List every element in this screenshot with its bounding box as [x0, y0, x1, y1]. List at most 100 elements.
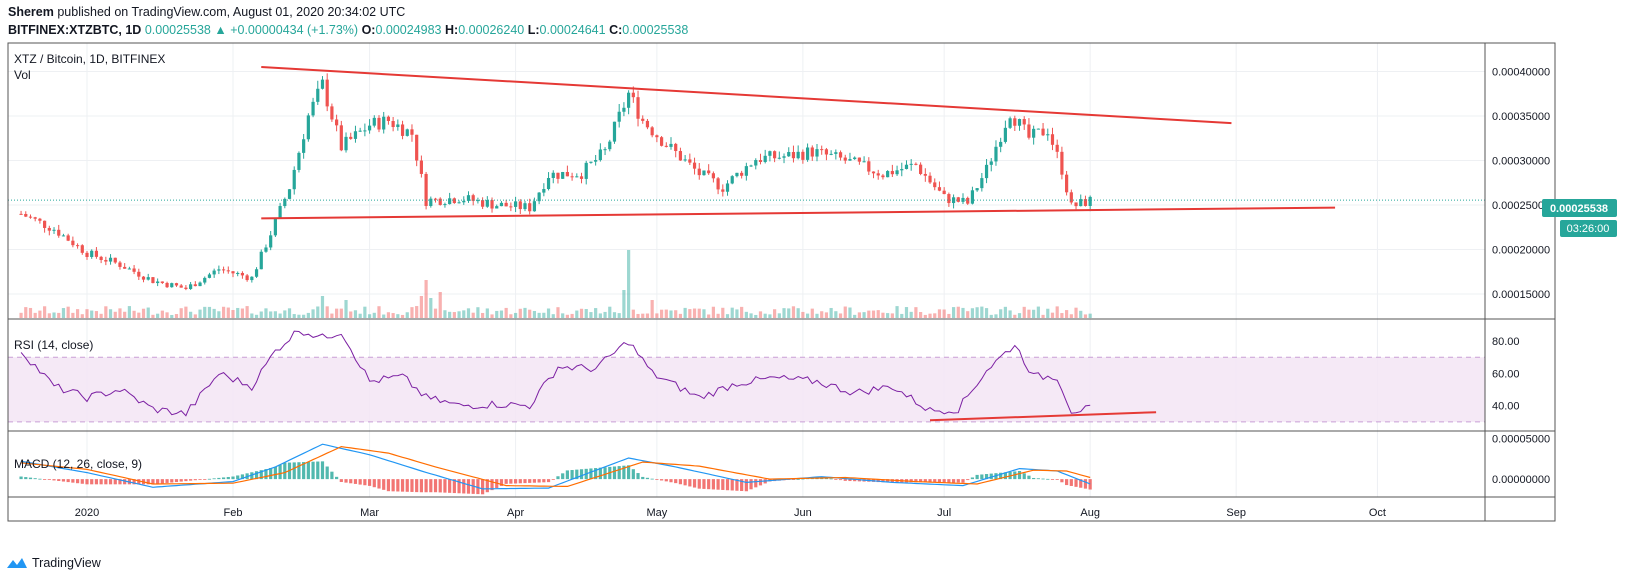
publisher-name[interactable]: Sherem — [8, 5, 54, 19]
candle-body-84 — [415, 134, 419, 161]
candle-body-4 — [38, 218, 42, 221]
candle-body-82 — [405, 129, 409, 136]
candle-body-227 — [1088, 196, 1092, 206]
candle-body-201 — [966, 197, 970, 204]
macd-hist-150 — [725, 479, 730, 491]
candle-body-80 — [396, 124, 400, 128]
macd-hist-123 — [598, 467, 602, 480]
macd-hist-122 — [594, 468, 598, 480]
macd-hist-75 — [372, 479, 376, 488]
candle-body-137 — [664, 145, 668, 147]
candle-body-175 — [843, 157, 847, 161]
candle-body-85 — [419, 160, 423, 174]
volume-bar-105 — [513, 312, 518, 318]
macd-hist-212 — [1017, 471, 1022, 480]
macd-hist-82 — [405, 479, 409, 492]
volume-bar-195 — [937, 309, 942, 318]
rsi-tick-60.00: 60.00 — [1492, 368, 1520, 380]
volume-bar-57 — [287, 308, 292, 318]
macd-hist-68 — [339, 479, 343, 482]
volume-bar-78 — [386, 312, 391, 318]
footer-brand[interactable]: TradingView — [6, 556, 101, 570]
macd-hist-172 — [829, 478, 833, 480]
volume-bar-35 — [184, 306, 188, 318]
macd-hist-45 — [231, 476, 235, 480]
macd-hist-34 — [179, 479, 183, 482]
macd-hist-136 — [659, 479, 664, 481]
candle-body-16 — [94, 250, 99, 257]
candle-body-100 — [490, 200, 494, 209]
macd-hist-195 — [937, 479, 942, 483]
macd-hist-12 — [75, 479, 80, 484]
candle-body-68 — [339, 125, 343, 151]
volume-bar-142 — [688, 309, 692, 318]
volume-bar-86 — [424, 280, 428, 318]
candle-body-177 — [853, 157, 857, 160]
macd-hist-65 — [325, 466, 329, 480]
price-tick-0.00030000: 0.00030000 — [1492, 155, 1550, 167]
candle-body-58 — [292, 169, 296, 190]
macd-hist-55 — [278, 464, 282, 480]
macd-hist-112 — [546, 479, 551, 483]
countdown-tag-text: 03:26:00 — [1567, 223, 1610, 235]
candle-body-54 — [273, 218, 277, 236]
volume-bar-212 — [1017, 313, 1022, 318]
macd-hist-182 — [876, 479, 880, 483]
candle-body-168 — [810, 147, 814, 157]
candle-body-33 — [174, 283, 179, 286]
macd-hist-201 — [966, 479, 970, 481]
price-tick-0.00015000: 0.00015000 — [1492, 289, 1550, 301]
macd-hist-18 — [104, 479, 108, 485]
macd-hist-93 — [457, 479, 461, 494]
volume-bar-26 — [141, 308, 146, 318]
macd-hist-58 — [292, 462, 296, 480]
candle-body-29 — [156, 281, 160, 284]
price-candles — [8, 73, 1485, 291]
candle-body-5 — [43, 220, 47, 228]
volume-bar-149 — [721, 307, 725, 318]
macd-hist-33 — [174, 479, 179, 483]
volume-bar-214 — [1027, 309, 1031, 318]
candle-body-65 — [325, 79, 329, 107]
macd-hist-28 — [151, 479, 155, 485]
volume-bar-206 — [989, 314, 993, 318]
volume-bar-194 — [933, 313, 937, 318]
volume-bar-131 — [636, 313, 640, 318]
candle-body-162 — [782, 156, 786, 158]
candle-body-9 — [61, 235, 66, 237]
volume-bar-157 — [758, 311, 763, 318]
volume-bar-162 — [782, 308, 786, 318]
volume-bars — [19, 250, 1092, 318]
candle-body-222 — [1065, 174, 1069, 193]
macd-hist-102 — [499, 479, 504, 486]
candle-body-24 — [132, 268, 136, 272]
candle-body-163 — [787, 152, 791, 157]
volume-bar-47 — [240, 308, 245, 318]
volume-bar-117 — [570, 313, 574, 318]
macd-hist-76 — [377, 479, 381, 489]
macd-hist-114 — [556, 476, 560, 480]
macd-hist-73 — [363, 479, 367, 486]
macd-hist-145 — [702, 479, 706, 489]
macd-hist-132 — [641, 476, 645, 480]
candle-body-92 — [452, 198, 456, 204]
volume-label: Vol — [14, 68, 31, 82]
open-label: O: — [361, 23, 376, 37]
macd-hist-56 — [283, 462, 287, 480]
macd-hist-144 — [697, 479, 701, 489]
candle-body-183 — [881, 175, 885, 178]
candle-body-197 — [947, 194, 951, 204]
volume-bar-97 — [476, 307, 480, 318]
macd-hist-5 — [43, 479, 47, 480]
volume-bar-2 — [28, 307, 33, 318]
volume-bar-77 — [382, 314, 386, 318]
volume-bar-107 — [523, 307, 527, 318]
macd-hist-116 — [565, 470, 569, 480]
volume-bar-121 — [589, 312, 593, 318]
volume-bar-164 — [791, 306, 796, 318]
volume-bar-170 — [820, 311, 824, 318]
volume-bar-216 — [1036, 306, 1040, 318]
volume-bar-19 — [108, 309, 113, 318]
candle-body-199 — [956, 197, 960, 202]
